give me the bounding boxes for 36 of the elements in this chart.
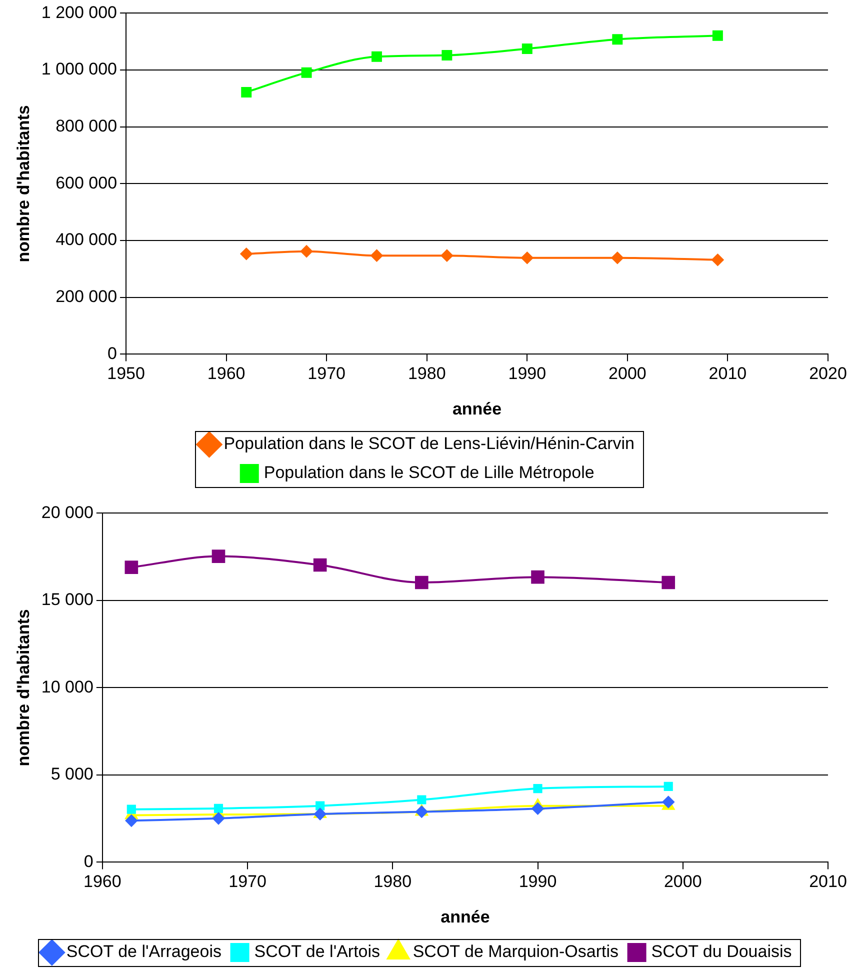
legend-label: Population dans le SCOT de Lille Métropole <box>264 463 594 482</box>
y-tick-label: 1 000 000 <box>41 60 118 79</box>
y-tick-label: 800 000 <box>56 116 118 136</box>
x-tick-label: 1970 <box>308 364 346 384</box>
x-tick-label: 1990 <box>508 364 546 384</box>
y-tick-label: 600 000 <box>56 173 118 192</box>
x-tick-label: 1980 <box>408 364 446 384</box>
x-tick-label: 1980 <box>374 872 412 892</box>
x-tick-label: 2010 <box>708 364 747 384</box>
x-tick-label: 1960 <box>83 872 122 892</box>
y-tick-label: 15 000 <box>41 590 94 610</box>
x-tick-label: 2020 <box>809 364 847 384</box>
legend-label: SCOT de Marquion-Osartis <box>412 942 618 962</box>
y-tick-label: 0 <box>84 852 94 871</box>
x-tick-label: 1990 <box>518 872 557 892</box>
y-tick-label: 400 000 <box>56 230 118 250</box>
y-tick-label: 0 <box>108 344 118 363</box>
y-axis-title: nombre d'habitants <box>14 105 33 262</box>
legend-label: SCOT de l'Artois <box>254 942 380 962</box>
y-tick-label: 20 000 <box>41 502 94 522</box>
y-tick-label: 1 200 000 <box>41 2 118 22</box>
x-tick-label: 2000 <box>608 364 646 384</box>
legend-label: SCOT du Douaisis <box>651 942 792 962</box>
y-axis-title: nombre d'habitants <box>14 609 33 766</box>
legend-label: Population dans le SCOT de Lens-Liévin/Hénin-Carvin <box>224 434 634 454</box>
y-tick-label: 200 000 <box>56 287 118 306</box>
x-tick-label: 1960 <box>207 364 246 384</box>
x-tick-label: 2010 <box>809 872 847 892</box>
y-tick-label: 5 000 <box>50 764 94 784</box>
x-tick-label: 1970 <box>228 872 266 892</box>
x-tick-label: 1950 <box>107 364 145 384</box>
legend-label: SCOT de l'Arrageois <box>66 942 222 962</box>
y-tick-label: 10 000 <box>41 677 94 696</box>
x-axis-title: année <box>440 907 490 926</box>
x-axis-title: année <box>452 399 502 418</box>
x-tick-label: 2000 <box>664 872 702 892</box>
